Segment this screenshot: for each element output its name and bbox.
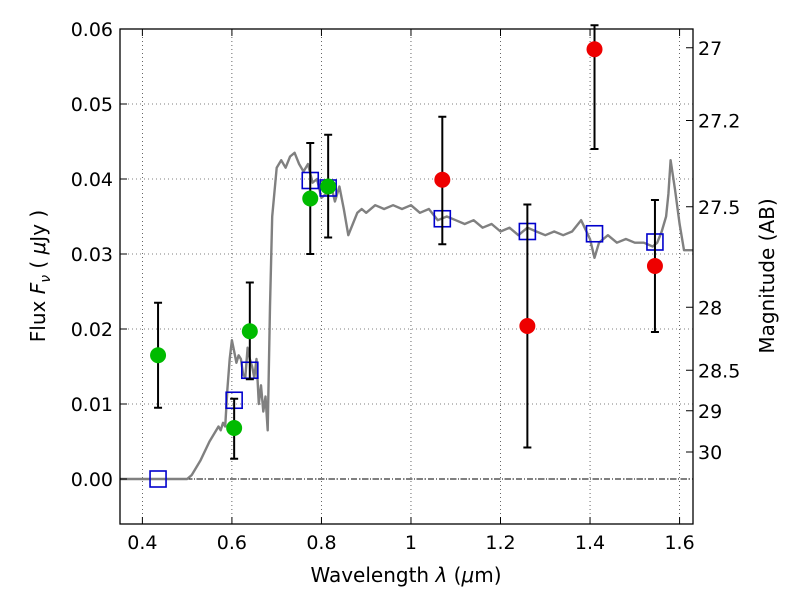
- x-tick-label: 1.4: [575, 532, 605, 554]
- model-photometry-square: [585, 224, 604, 243]
- optical-detection-point: [302, 190, 319, 207]
- x-axis-label-unit-rest: m): [474, 563, 501, 587]
- x-tick-label: 0.8: [306, 532, 336, 554]
- y-axis-label-unit-open: (: [26, 254, 50, 268]
- y-axis-label-unit-rest: Jy ): [26, 210, 50, 244]
- nir-detection-point: [586, 41, 603, 58]
- y-axis-label-subscript: ν: [38, 275, 54, 283]
- x-axis-label-symbol: λ: [434, 563, 447, 587]
- nir-detection-point: [434, 171, 451, 188]
- x-axis-label-unit-mu: μ: [461, 563, 475, 587]
- y2-tick-label: 28: [698, 297, 722, 319]
- nir-detection-point: [646, 258, 663, 274]
- x-tick-label: 0.6: [217, 532, 247, 554]
- y-tick-label: 0.06: [71, 19, 113, 41]
- x-axis-label: Wavelength λ (μm): [310, 563, 501, 587]
- x-tick-label: 0.4: [127, 532, 157, 554]
- y-tick-label: 0.05: [71, 94, 113, 116]
- model-photometry-square: [149, 470, 167, 488]
- tick-labels: 0.4 0.6 0.8 1 1.2 1.4 1.6 0.00 0.01 0.02 0.03 0.04 0…: [71, 19, 741, 554]
- x-tick-label: 1.6: [664, 532, 694, 554]
- y-axis-label-symbol: F: [26, 282, 50, 294]
- y2-tick-label: 27.2: [698, 111, 740, 133]
- y-axis-label: Flux Fν ( μJy ): [26, 210, 54, 342]
- plot-background: [120, 29, 693, 524]
- y-tick-label: 0.02: [71, 319, 113, 341]
- optical-detection-point: [320, 178, 337, 195]
- y2-tick-label: 27: [698, 38, 722, 60]
- x-tick-label: 1: [405, 532, 417, 554]
- nir-detection-point: [519, 318, 536, 334]
- y2-tick-label: 28.5: [698, 360, 740, 382]
- x-tick-label: 1.2: [485, 532, 515, 554]
- optical-detection-point: [241, 323, 258, 340]
- y-tick-label: 0.00: [71, 469, 113, 491]
- x-axis-label-text: Wavelength: [310, 563, 429, 587]
- optical-detection-point: [150, 347, 167, 364]
- optical-detection-point: [226, 420, 243, 436]
- y-axis-label-text: Flux: [26, 300, 50, 342]
- plot-frame: [119, 28, 694, 525]
- marker-layer: [149, 24, 664, 488]
- y2-tick-label: 29: [698, 401, 722, 423]
- y-axis-label-unit-mu: μ: [26, 242, 50, 256]
- y2-tick-label: 27.5: [698, 197, 740, 219]
- y-tick-label: 0.04: [71, 169, 113, 191]
- y2-axis-label: Magnitude (AB): [755, 198, 779, 353]
- y2-tick-label: 30: [698, 442, 722, 464]
- y-tick-label: 0.03: [71, 244, 113, 266]
- ticks: [120, 28, 693, 524]
- x-axis-label-unit-open: (: [447, 563, 461, 587]
- grid: [120, 28, 693, 524]
- y-tick-label: 0.01: [71, 394, 113, 416]
